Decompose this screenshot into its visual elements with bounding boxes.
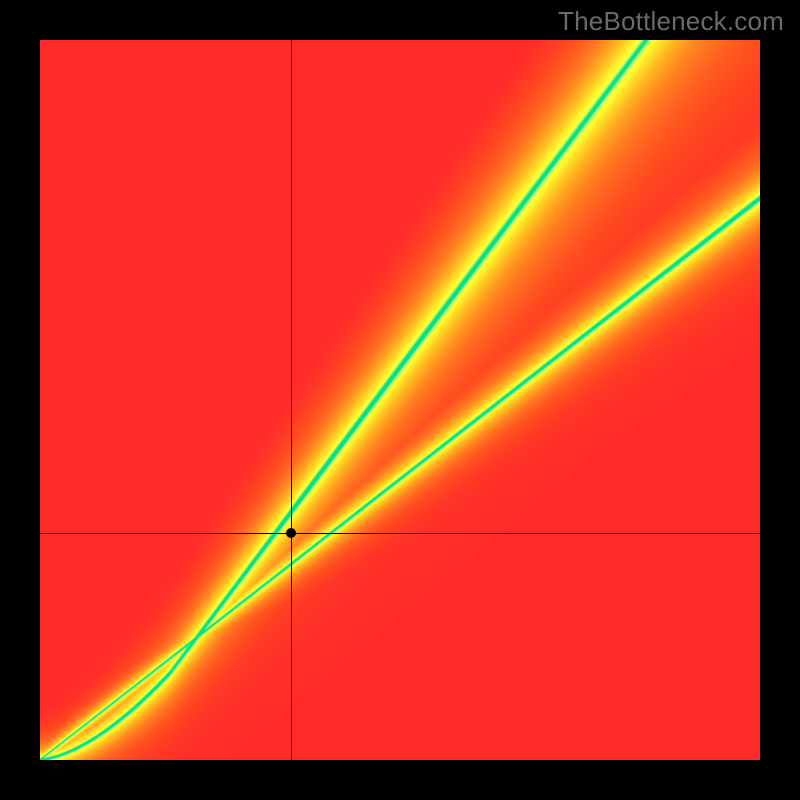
crosshair-vertical [291, 40, 292, 760]
watermark-text: TheBottleneck.com [558, 6, 784, 37]
chart-frame: TheBottleneck.com [0, 0, 800, 800]
plot-area [40, 40, 760, 760]
heatmap-canvas [40, 40, 760, 760]
crosshair-dot [286, 528, 296, 538]
crosshair-horizontal [40, 533, 760, 534]
